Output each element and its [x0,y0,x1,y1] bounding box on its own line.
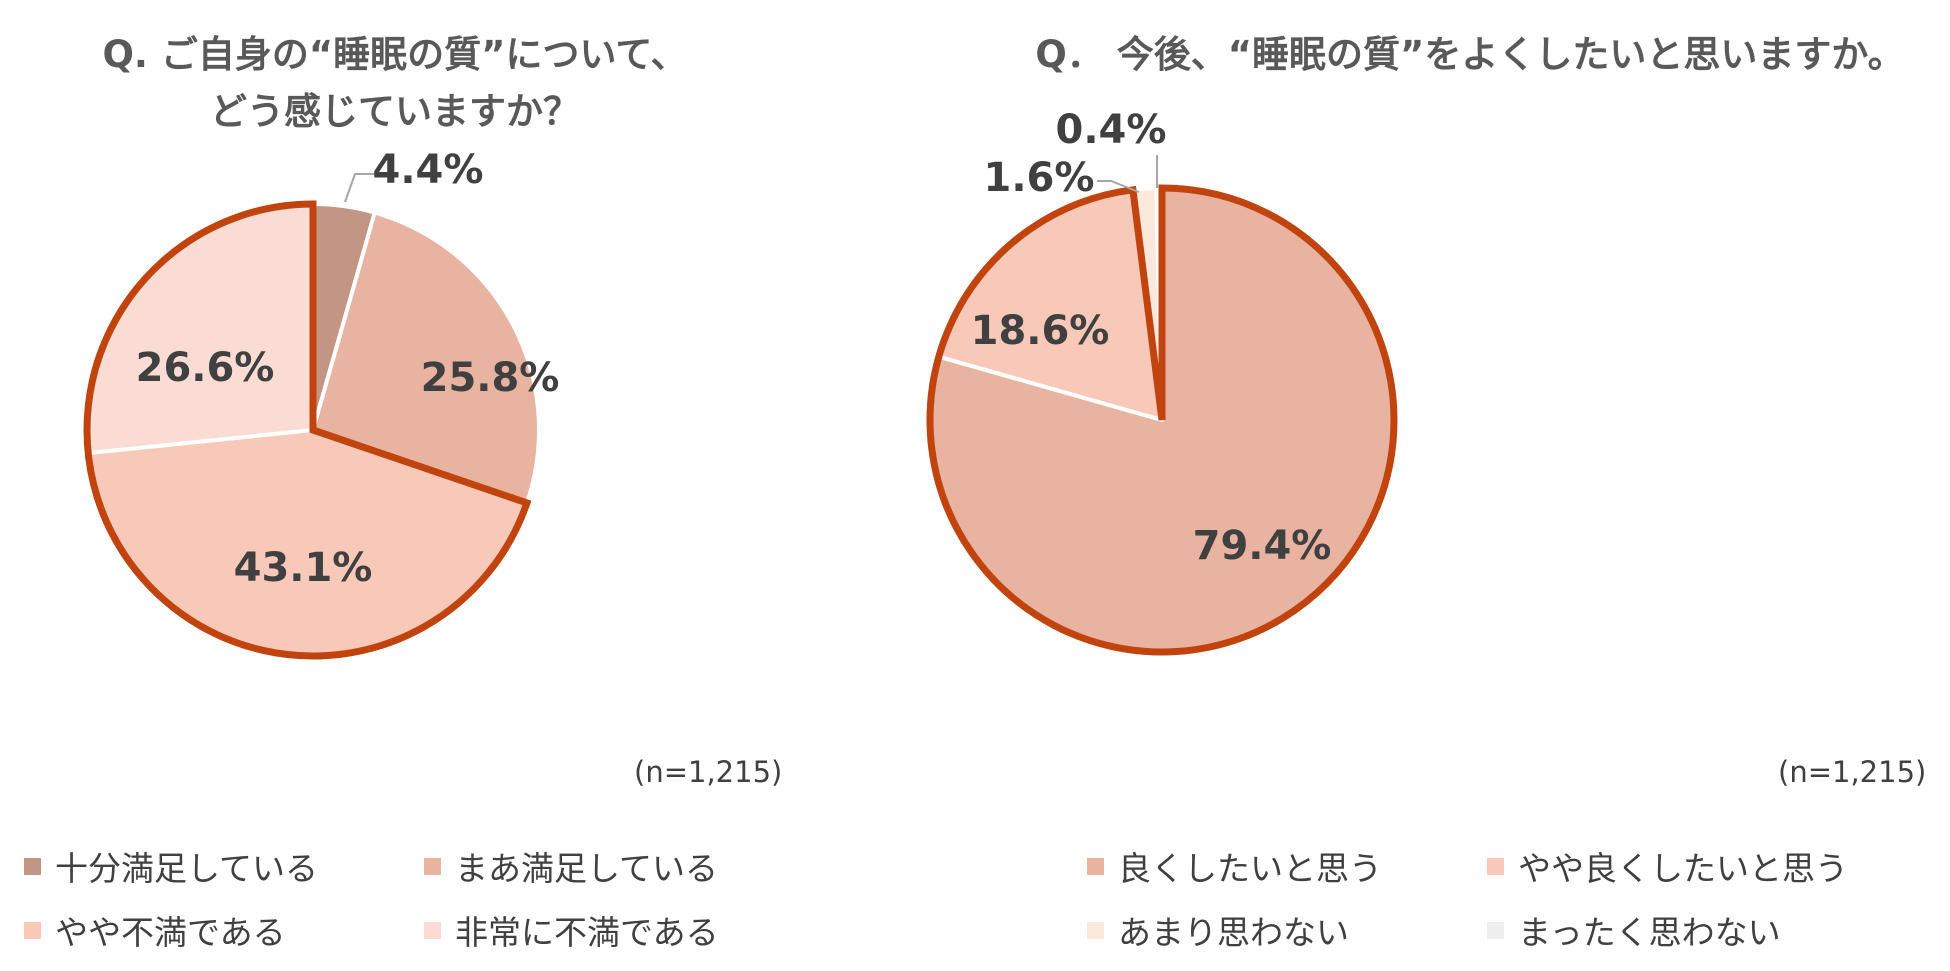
legend-label: あまり思わない [1118,913,1349,952]
data-label: 25.8% [421,355,560,401]
data-label: 0.4% [1056,107,1167,153]
legend-swatch [1487,921,1504,939]
data-label: 18.6% [971,308,1110,354]
legend-label: 良くしたいと思う [1118,849,1382,888]
chart-panel-intention: Q． 今後、“睡眠の質”をよくしたいと思いますか。 79.4% 18.6% 1.6%… [926,0,1950,971]
legend-item: 良くしたいと思う [1087,845,1487,888]
leader-line [1097,180,1140,193]
highlight-outline [926,184,1398,656]
legend-swatch [1487,857,1504,875]
pie-slice [85,202,315,456]
legend-label: まったく思わない [1518,913,1781,952]
legend-item: やや不満である [24,909,424,952]
legend-label: 非常に不満である [455,913,719,952]
chart-title-line-1: Q． 今後、“睡眠の質”をよくしたいと思いますか。 [1035,33,1905,76]
legend-item: まあ満足している [424,845,824,888]
chart-legend: 十分満足している まあ満足している やや不満である 非常に不満である [24,845,824,952]
chart-title: Q. ご自身の“睡眠の質”について、 どう感じていますか？ [0,26,790,140]
legend-item: 非常に不満である [424,909,824,952]
chart-panel-satisfaction: Q. ご自身の“睡眠の質”について、 どう感じていますか？ 4.4% 25.8% 4… [0,26,824,952]
legend-swatch [1087,857,1104,875]
legend-item: あまり思わない [1087,909,1487,952]
legend-item: やや良くしたいと思う [1487,845,1887,888]
data-label: 4.4% [373,147,484,193]
legend-swatch [424,857,441,875]
legend-label: やや不満である [55,913,286,952]
data-label: 43.1% [234,545,373,591]
legend-label: まあ満足している [455,849,719,888]
chart-title-line-1: Q. ご自身の“睡眠の質”について、 [102,33,688,76]
pie-chart-intention: 79.4% 18.6% 1.6%0.4% [926,107,1398,656]
leader-line [344,173,377,203]
chart-legend: 良くしたいと思う やや良くしたいと思う あまり思わない まったく思わない [1087,845,1887,952]
legend-swatch [1087,921,1104,939]
pie-slice [311,210,542,505]
data-label: 1.6% [984,155,1095,201]
pie-chart-satisfaction: 4.4% 25.8% 43.1% 26.6% [83,147,560,660]
chart-title-line-2: どう感じていますか？ [210,90,580,133]
highlight-outline [83,200,532,660]
legend-swatch [24,857,41,875]
legend-item: 十分満足している [24,845,424,888]
legend-swatch [24,921,41,939]
legend-label: やや良くしたいと思う [1518,849,1848,888]
chart-title: Q． 今後、“睡眠の質”をよくしたいと思いますか。 [1005,26,1935,83]
legend-swatch [424,921,441,939]
data-label: 79.4% [1193,523,1332,569]
sample-size-note: (n=1,215) [1778,755,1927,789]
sample-size-note: (n=1,215) [634,755,783,789]
data-label: 26.6% [136,345,275,391]
legend-label: 十分満足している [55,849,319,888]
legend-item: まったく思わない [1487,909,1887,952]
